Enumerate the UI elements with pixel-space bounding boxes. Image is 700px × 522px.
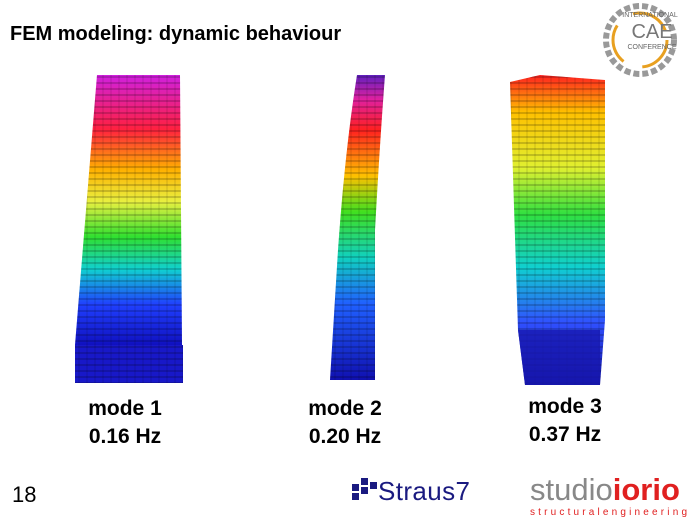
building-mode-3: [510, 75, 605, 385]
mode-label: mode 2: [308, 397, 382, 420]
logo-line3: CONFERENCE: [627, 44, 676, 51]
logo-ring: [603, 3, 677, 77]
logo-ring-color: [611, 11, 669, 69]
company-name-b: iorio: [613, 472, 680, 507]
mode-frequency: 0.16 Hz: [89, 425, 161, 448]
company-name: studioiorio: [530, 472, 680, 507]
cae-logo: INTERNATIONAL CAE CONFERENCE: [603, 3, 678, 77]
mode-labels: mode 1 0.16 Hz mode 2 0.20 Hz mode 3 0.3…: [88, 395, 602, 448]
studioiorio-logo: studioiorio structuralengineering: [530, 472, 687, 518]
building-mode-2: [330, 75, 385, 380]
company-name-a: studio: [530, 472, 613, 507]
software-name: Straus7: [378, 476, 470, 506]
logo-line2: CAE: [631, 21, 672, 43]
page-number: 18: [12, 482, 36, 507]
mode-frequency: 0.37 Hz: [529, 423, 601, 446]
logo-line1: INTERNATIONAL: [622, 12, 678, 19]
slide-title: FEM modeling: dynamic behaviour: [10, 23, 341, 45]
company-tagline: structuralengineering: [530, 507, 687, 518]
straus7-logo: Straus7: [352, 476, 470, 506]
mode-label: mode 3: [528, 395, 602, 418]
mode-frequency: 0.20 Hz: [309, 425, 381, 448]
mode-label: mode 1: [88, 397, 162, 420]
building-mode-1: [75, 75, 183, 383]
